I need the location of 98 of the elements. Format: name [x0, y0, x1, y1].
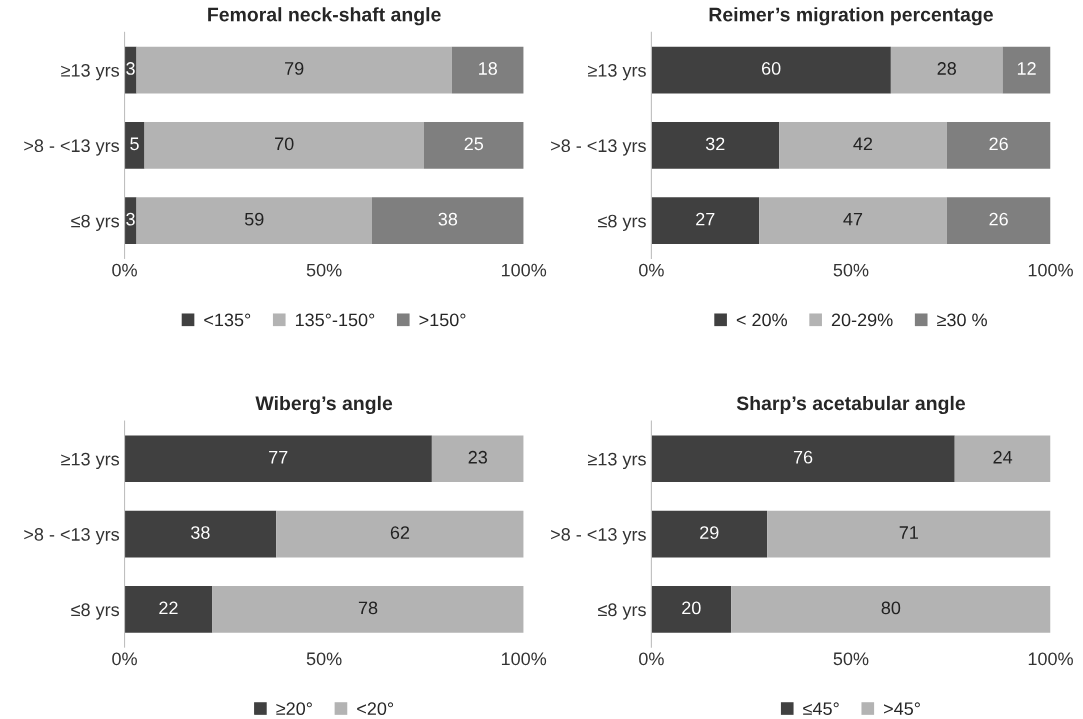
bar: [651, 510, 768, 558]
bar: [651, 586, 732, 633]
x-tick-label: 50%: [833, 263, 869, 277]
data-label: 29: [700, 526, 719, 539]
data-label: 5: [130, 137, 139, 151]
y-tick-label: ≤8 yrs: [71, 214, 120, 231]
bar: [212, 586, 524, 633]
data-label: 79: [285, 62, 304, 75]
y-tick-label: ≤8 yrs: [71, 603, 120, 620]
bar: [651, 435, 955, 483]
data-label: 59: [244, 212, 264, 226]
data-label: 27: [696, 212, 715, 226]
bar: [124, 122, 145, 169]
data-label: 70: [275, 137, 294, 151]
bar: [767, 510, 1051, 558]
x-tick-label: 50%: [306, 652, 342, 666]
data-label: 28: [937, 62, 956, 75]
bar: [124, 197, 137, 245]
data-label: 3: [126, 212, 135, 226]
chart-title: Sharp’s acetabular angle: [736, 395, 966, 415]
x-tick-label: 100%: [501, 652, 547, 666]
x-tick-label: 100%: [1028, 263, 1073, 277]
legend-label: >150°: [419, 313, 466, 327]
y-tick-label: >8 - <13 yrs: [24, 528, 120, 545]
data-label: 38: [191, 526, 210, 539]
x-tick-label: 0%: [112, 652, 137, 666]
y-tick-label: >8 - <13 yrs: [551, 528, 646, 545]
y-tick-label: ≥13 yrs: [588, 63, 646, 81]
bar: [890, 46, 1003, 94]
data-label: 78: [358, 601, 378, 615]
x-tick-label: 0%: [639, 263, 664, 277]
y-tick-label: ≥13 yrs: [61, 63, 120, 81]
x-tick-label: 100%: [1028, 652, 1073, 666]
y-tick-label: ≥13 yrs: [588, 452, 646, 470]
y-tick-label: >8 - <13 yrs: [24, 139, 120, 156]
data-label: 22: [159, 601, 178, 615]
bar: [423, 122, 524, 169]
data-label: 20: [682, 601, 701, 615]
bar: [651, 197, 760, 245]
legend-label: <20°: [357, 702, 394, 716]
data-label: 25: [464, 137, 484, 151]
x-tick-label: 0%: [639, 652, 664, 666]
data-label: 80: [881, 601, 901, 615]
bar: [779, 122, 947, 169]
data-label: 71: [899, 526, 918, 539]
x-tick-label: 50%: [833, 652, 869, 666]
x-tick-label: 50%: [306, 263, 342, 277]
bar: [946, 122, 1051, 169]
legend-label: 135°-150°: [295, 313, 375, 327]
bar: [372, 197, 524, 245]
bar: [124, 46, 137, 94]
data-label: 47: [843, 212, 863, 226]
data-label: 26: [989, 137, 1008, 151]
chart-title: Reimer’s migration percentage: [709, 7, 993, 26]
legend-label: ≤45°: [803, 702, 839, 716]
chart-title: Wiberg’s angle: [255, 395, 393, 415]
data-label: 24: [993, 450, 1013, 464]
bar: [136, 197, 372, 245]
bar: [136, 46, 452, 94]
legend-label: < 20%: [736, 313, 788, 327]
bar: [451, 46, 524, 94]
legend-label: 20-29%: [831, 313, 893, 327]
data-label: 3: [126, 62, 135, 75]
bar: [731, 586, 1051, 633]
bar: [946, 197, 1051, 245]
bar: [124, 435, 432, 483]
data-label: 12: [1017, 62, 1036, 75]
data-label: 38: [438, 212, 458, 226]
x-tick-label: 100%: [501, 263, 547, 277]
bar: [759, 197, 947, 245]
data-label: 26: [989, 212, 1008, 226]
bar: [1002, 46, 1051, 94]
data-label: 32: [705, 137, 725, 151]
legend-label: <135°: [204, 313, 251, 327]
data-label: 76: [793, 450, 813, 464]
x-tick-label: 0%: [112, 263, 137, 277]
bar: [651, 122, 780, 169]
chart-title: Femoral neck-shaft angle: [208, 7, 441, 26]
legend-label: ≥20°: [276, 702, 312, 716]
bar: [651, 46, 891, 94]
data-label: 60: [762, 62, 781, 75]
bar: [954, 435, 1051, 483]
legend-label: >45°: [884, 702, 920, 716]
bar: [124, 510, 277, 558]
bar: [144, 122, 424, 169]
bar: [431, 435, 524, 483]
data-label: 62: [390, 526, 410, 539]
y-tick-label: >8 - <13 yrs: [551, 139, 646, 156]
y-tick-label: ≥13 yrs: [61, 452, 120, 470]
data-label: 42: [853, 137, 873, 151]
data-label: 18: [479, 62, 497, 75]
y-tick-label: ≤8 yrs: [598, 214, 646, 231]
y-tick-label: ≤8 yrs: [598, 603, 646, 620]
bar: [124, 586, 213, 633]
data-label: 77: [269, 451, 288, 464]
bar: [276, 510, 524, 558]
data-label: 23: [468, 450, 488, 464]
legend-label: ≥30 %: [937, 313, 987, 327]
